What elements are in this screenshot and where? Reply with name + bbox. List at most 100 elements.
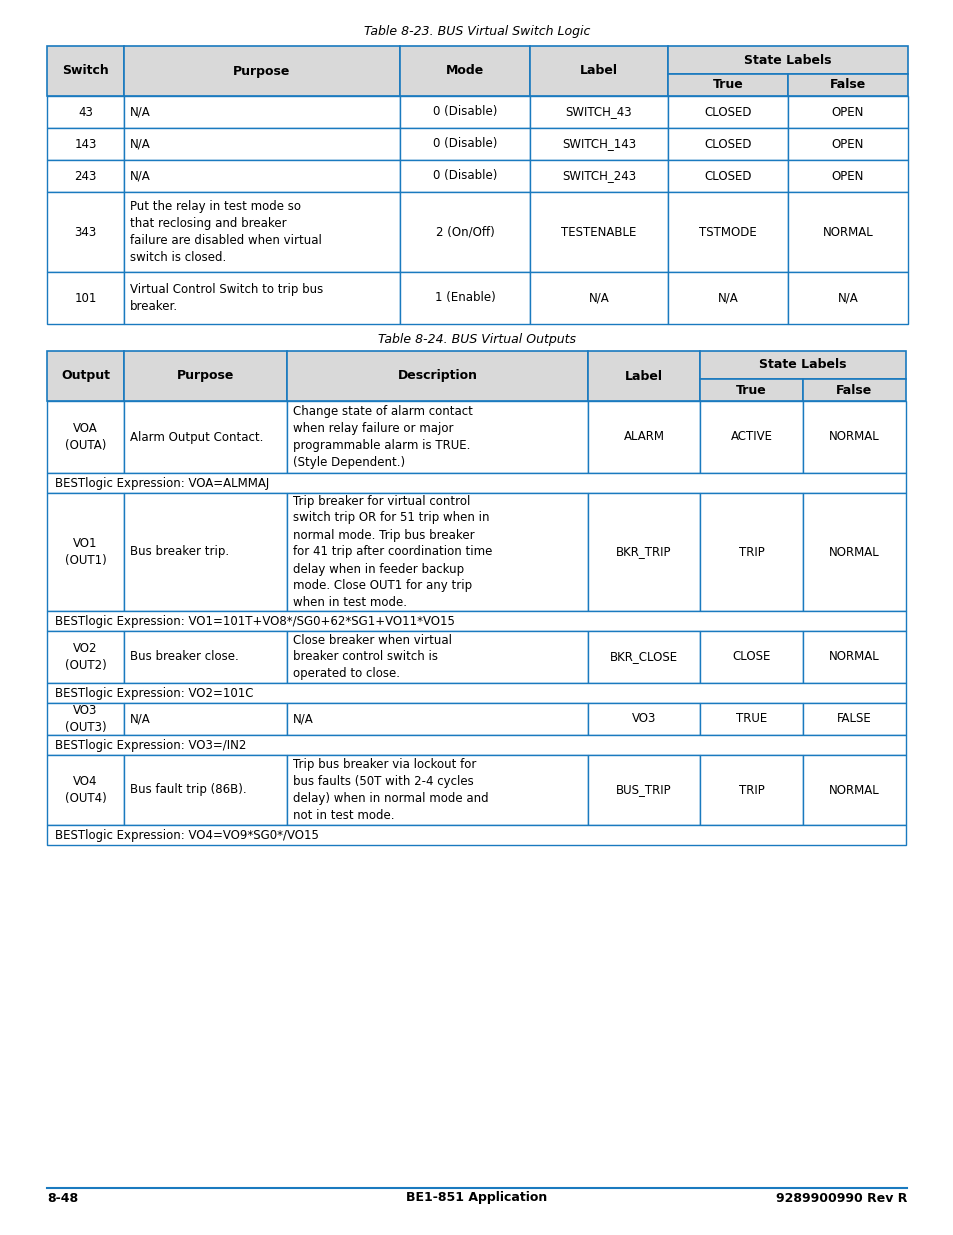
Bar <box>530 191 667 272</box>
Text: Close breaker when virtual
breaker control switch is
operated to close.: Close breaker when virtual breaker contr… <box>293 634 452 680</box>
Bar <box>47 683 905 703</box>
Bar <box>787 96 907 128</box>
Bar <box>287 493 587 611</box>
Bar <box>287 755 587 825</box>
Text: State Labels: State Labels <box>759 358 846 372</box>
Text: OPEN: OPEN <box>831 169 863 183</box>
Bar <box>47 755 124 825</box>
Bar <box>287 703 587 735</box>
Text: Bus breaker trip.: Bus breaker trip. <box>130 546 229 558</box>
Text: False: False <box>836 384 872 396</box>
Text: Purpose: Purpose <box>176 369 233 383</box>
Bar <box>700 703 802 735</box>
Text: 2 (On/Off): 2 (On/Off) <box>436 226 494 238</box>
Bar <box>700 755 802 825</box>
Text: VO1
(OUT1): VO1 (OUT1) <box>65 537 107 567</box>
Bar <box>667 191 787 272</box>
Bar <box>47 191 124 272</box>
Text: BUS_TRIP: BUS_TRIP <box>616 783 671 797</box>
Bar <box>124 631 287 683</box>
Text: CLOSED: CLOSED <box>703 137 751 151</box>
Text: SWITCH_143: SWITCH_143 <box>561 137 636 151</box>
Text: N/A: N/A <box>588 291 609 305</box>
Text: N/A: N/A <box>130 169 151 183</box>
Bar <box>47 631 124 683</box>
Text: ALARM: ALARM <box>623 431 664 443</box>
Text: Table 8-23. BUS Virtual Switch Logic: Table 8-23. BUS Virtual Switch Logic <box>363 26 590 38</box>
Bar <box>530 161 667 191</box>
Text: N/A: N/A <box>130 713 151 725</box>
Text: VO2
(OUT2): VO2 (OUT2) <box>65 642 107 672</box>
Text: 1 (Enable): 1 (Enable) <box>435 291 495 305</box>
Text: Label: Label <box>579 64 618 78</box>
Text: 143: 143 <box>74 137 96 151</box>
Text: TSTMODE: TSTMODE <box>699 226 756 238</box>
Text: N/A: N/A <box>293 713 314 725</box>
Text: State Labels: State Labels <box>743 53 831 67</box>
Bar <box>47 161 124 191</box>
Text: OPEN: OPEN <box>831 137 863 151</box>
Bar <box>802 703 905 735</box>
Text: 9289900990 Rev R: 9289900990 Rev R <box>775 1192 906 1204</box>
Bar <box>802 379 905 401</box>
Bar <box>700 379 802 401</box>
Text: TRIP: TRIP <box>738 546 763 558</box>
Text: True: True <box>736 384 766 396</box>
Bar <box>47 703 124 735</box>
Bar <box>787 272 907 324</box>
Text: NORMAL: NORMAL <box>828 546 879 558</box>
Bar <box>47 735 905 755</box>
Text: Label: Label <box>624 369 662 383</box>
Text: True: True <box>712 79 742 91</box>
Bar <box>287 401 587 473</box>
Bar <box>47 272 124 324</box>
Text: VO3: VO3 <box>631 713 656 725</box>
Text: SWITCH_243: SWITCH_243 <box>561 169 636 183</box>
Bar <box>47 351 124 401</box>
Bar <box>124 46 399 96</box>
Text: 101: 101 <box>74 291 96 305</box>
Text: N/A: N/A <box>130 137 151 151</box>
Text: 0 (Disable): 0 (Disable) <box>433 137 497 151</box>
Text: VO4
(OUT4): VO4 (OUT4) <box>65 776 107 805</box>
Bar <box>124 493 287 611</box>
Text: N/A: N/A <box>717 291 738 305</box>
Text: N/A: N/A <box>130 105 151 119</box>
Bar <box>587 351 700 401</box>
Text: BESTlogic Expression: VO3=/IN2: BESTlogic Expression: VO3=/IN2 <box>55 739 246 752</box>
Text: NORMAL: NORMAL <box>828 783 879 797</box>
Text: False: False <box>829 79 865 91</box>
Bar <box>587 703 700 735</box>
Text: Put the relay in test mode so
that reclosing and breaker
failure are disabled wh: Put the relay in test mode so that reclo… <box>130 200 321 264</box>
Text: 8-48: 8-48 <box>47 1192 78 1204</box>
Text: Purpose: Purpose <box>233 64 291 78</box>
Bar <box>667 272 787 324</box>
Bar <box>667 74 787 96</box>
Bar <box>47 46 124 96</box>
Text: Bus fault trip (86B).: Bus fault trip (86B). <box>130 783 247 797</box>
Bar <box>399 272 530 324</box>
Text: BESTlogic Expression: VO1=101T+VO8*/SG0+62*SG1+VO11*VO15: BESTlogic Expression: VO1=101T+VO8*/SG0+… <box>55 615 455 627</box>
Text: Bus breaker close.: Bus breaker close. <box>130 651 238 663</box>
Bar <box>787 161 907 191</box>
Bar <box>587 493 700 611</box>
Bar <box>399 96 530 128</box>
Bar <box>667 161 787 191</box>
Bar <box>802 631 905 683</box>
Bar <box>124 161 399 191</box>
Bar <box>124 351 287 401</box>
Bar <box>667 96 787 128</box>
Bar <box>700 493 802 611</box>
Text: NORMAL: NORMAL <box>828 651 879 663</box>
Bar <box>47 825 905 845</box>
Text: BE1-851 Application: BE1-851 Application <box>406 1192 547 1204</box>
Text: NORMAL: NORMAL <box>821 226 872 238</box>
Bar <box>802 755 905 825</box>
Bar <box>124 703 287 735</box>
Text: NORMAL: NORMAL <box>828 431 879 443</box>
Bar <box>287 631 587 683</box>
Bar <box>124 191 399 272</box>
Bar <box>700 631 802 683</box>
Bar <box>787 128 907 161</box>
Bar <box>667 46 907 74</box>
